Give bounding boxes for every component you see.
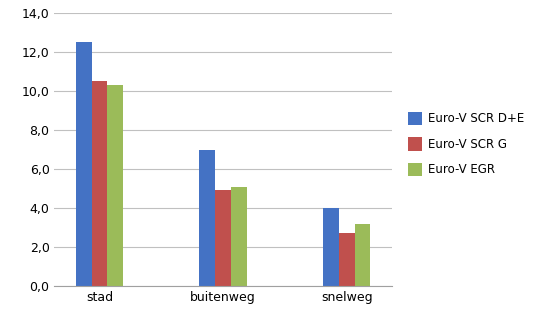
- Bar: [323, 208, 339, 286]
- Bar: [339, 233, 355, 286]
- Bar: [215, 190, 231, 286]
- Bar: [107, 85, 123, 286]
- Bar: [355, 224, 370, 286]
- Legend: Euro-V SCR D+E, Euro-V SCR G, Euro-V EGR: Euro-V SCR D+E, Euro-V SCR G, Euro-V EGR: [404, 108, 528, 180]
- Bar: [91, 81, 107, 286]
- Bar: [200, 150, 215, 286]
- Bar: [231, 187, 246, 286]
- Bar: [76, 42, 91, 286]
